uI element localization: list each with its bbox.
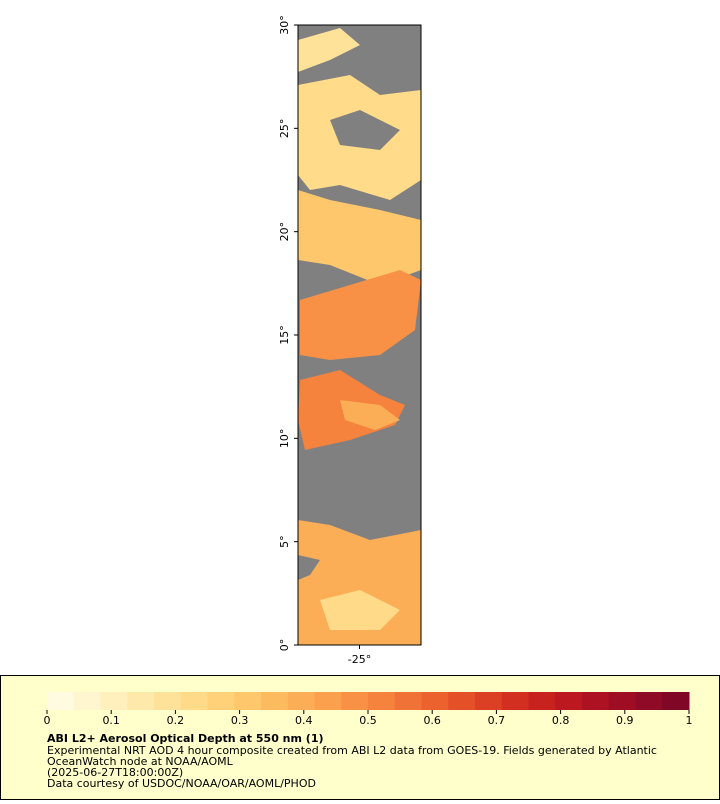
legend-line: Experimental NRT AOD 4 hour composite cr… [47, 744, 657, 757]
legend-line: Data courtesy of USDOC/NOAA/OAR/AOML/PHO… [47, 777, 316, 790]
map-raster [297, 24, 422, 646]
colorbar-tick-label: 0.2 [167, 714, 185, 727]
colorbar-tick-label: 0.7 [488, 714, 506, 727]
y-tick-label: 15° [278, 325, 291, 345]
aerosol-patch [340, 400, 400, 430]
colorbar-swatch [608, 692, 636, 710]
colorbar-swatch [635, 692, 663, 710]
colorbar-tick-label: 0.9 [616, 714, 634, 727]
colorbar-swatch [261, 692, 289, 710]
colorbar-swatch [154, 692, 182, 710]
colorbar-tick-label: 0.8 [552, 714, 570, 727]
colorbar-swatch [421, 692, 449, 710]
colorbar-swatch [582, 692, 610, 710]
colorbar-swatch [127, 692, 155, 710]
y-tick-label: 25° [278, 119, 291, 139]
legend-line: OceanWatch node at NOAA/AOML [47, 755, 234, 768]
y-tick-label: 5° [278, 535, 291, 548]
colorbar-tick-label: 0.6 [423, 714, 441, 727]
colorbar-swatch [555, 692, 583, 710]
colorbar-tick-label: 1 [686, 714, 693, 727]
cloud-patch [330, 110, 400, 150]
colorbar-swatch [287, 692, 315, 710]
legend-line: (2025-06-27T18:00:00Z) [47, 766, 183, 779]
y-tick-label: 0° [278, 639, 291, 652]
y-tick-label: 20° [278, 222, 291, 242]
colorbar-tick-label: 0.4 [295, 714, 313, 727]
colorbar-swatch [394, 692, 422, 710]
colorbar-swatch [662, 692, 690, 710]
colorbar-tick-label: 0.5 [359, 714, 377, 727]
aerosol-patch [298, 190, 421, 285]
colorbar-swatch [528, 692, 556, 710]
colorbar-swatch [180, 692, 208, 710]
colorbar-swatch [207, 692, 235, 710]
colorbar-tick-label: 0.3 [231, 714, 249, 727]
y-tick-label: 30° [278, 15, 291, 35]
colorbar-tick-label: 0 [44, 714, 51, 727]
colorbar-swatch [448, 692, 476, 710]
colorbar-swatch [314, 692, 342, 710]
y-tick-label: 10° [278, 429, 291, 449]
colorbar-swatch [501, 692, 529, 710]
x-tick-label: -25° [348, 653, 371, 666]
aerosol-patch [298, 28, 360, 72]
colorbar-swatch [73, 692, 101, 710]
colorbar-swatch [234, 692, 262, 710]
cloud-patch [298, 555, 320, 580]
colorbar-swatch [475, 692, 503, 710]
colorbar-swatch [47, 692, 75, 710]
legend-title: ABI L2+ Aerosol Optical Depth at 550 nm … [47, 732, 324, 745]
colorbar-swatch [368, 692, 396, 710]
aerosol-patch [300, 270, 421, 360]
colorbar-swatch [341, 692, 369, 710]
colorbar-tick-label: 0.1 [102, 714, 120, 727]
colorbar-swatch [100, 692, 128, 710]
aerosol-patch [320, 590, 400, 630]
